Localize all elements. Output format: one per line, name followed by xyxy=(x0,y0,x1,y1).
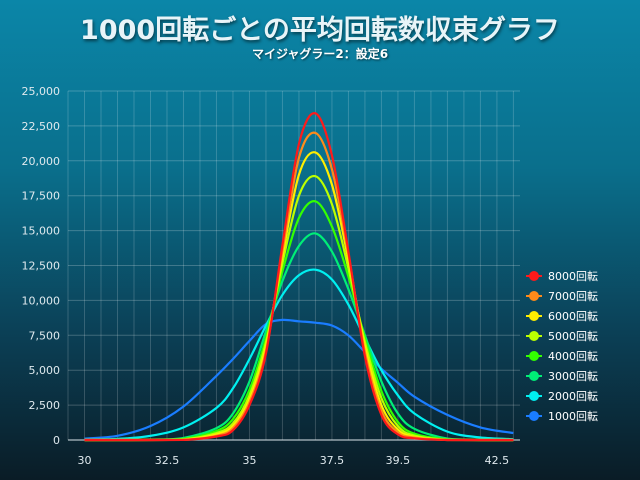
legend-item: 7000回転 xyxy=(526,290,598,303)
chart-title: 1000回転ごとの平均回転数収束グラフ xyxy=(80,15,560,46)
y-tick-label: 25,000 xyxy=(22,85,61,98)
series-line xyxy=(84,318,514,440)
legend-label: 4000回転 xyxy=(548,350,598,363)
legend-item: 6000回転 xyxy=(526,310,598,323)
legend-label: 3000回転 xyxy=(548,370,598,383)
series-lines xyxy=(84,112,514,442)
x-tick-label: 39.5 xyxy=(386,454,411,467)
series-line xyxy=(84,112,514,442)
legend-marker xyxy=(529,391,539,401)
y-tick-label: 20,000 xyxy=(22,155,61,168)
y-tick-label: 22,500 xyxy=(22,120,61,133)
legend-marker xyxy=(529,371,539,381)
legend-item: 5000回転 xyxy=(526,330,598,343)
y-tick-label: 2,500 xyxy=(29,399,61,412)
x-tick-label: 30 xyxy=(77,454,91,467)
grid xyxy=(67,90,520,441)
y-tick-label: 7,500 xyxy=(29,329,61,342)
y-tick-label: 17,500 xyxy=(22,190,61,203)
legend: 8000回転 7000回転 6000回転 5000回転 4000回転 3000回転 2000… xyxy=(526,270,598,423)
legend-item: 2000回転 xyxy=(526,390,598,403)
legend-label: 2000回転 xyxy=(548,390,598,403)
y-tick-label: 10,000 xyxy=(22,294,61,307)
series-line xyxy=(84,268,514,441)
legend-item: 8000回転 xyxy=(526,270,598,283)
legend-item: 3000回転 xyxy=(526,370,598,383)
axes: 0 2,500 5,000 7,500 10,000 12,500 15,000 17,500… xyxy=(22,85,520,467)
legend-marker xyxy=(529,411,539,421)
legend-label: 7000回転 xyxy=(548,290,598,303)
x-tick-label: 37.5 xyxy=(320,454,345,467)
legend-item: 4000回転 xyxy=(526,350,598,363)
y-tick-label: 5,000 xyxy=(29,364,61,377)
legend-marker xyxy=(529,351,539,361)
legend-marker xyxy=(529,291,539,301)
legend-label: 6000回転 xyxy=(548,310,598,323)
x-tick-label: 35 xyxy=(242,454,256,467)
y-tick-label: 0 xyxy=(53,434,60,447)
legend-marker xyxy=(529,311,539,321)
y-tick-label: 12,500 xyxy=(22,260,61,273)
legend-label: 8000回転 xyxy=(548,270,598,283)
legend-marker xyxy=(529,331,539,341)
x-tick-label: 42.5 xyxy=(485,454,510,467)
y-tick-label: 15,000 xyxy=(22,225,61,238)
chart-subtitle: マイジャグラー2：設定6 xyxy=(251,47,389,61)
x-tick-label: 32.5 xyxy=(155,454,180,467)
series-line xyxy=(84,232,514,442)
legend-label: 5000回転 xyxy=(548,330,598,343)
legend-label: 1000回転 xyxy=(548,410,598,423)
legend-item: 1000回転 xyxy=(526,410,598,423)
legend-marker xyxy=(529,271,539,281)
